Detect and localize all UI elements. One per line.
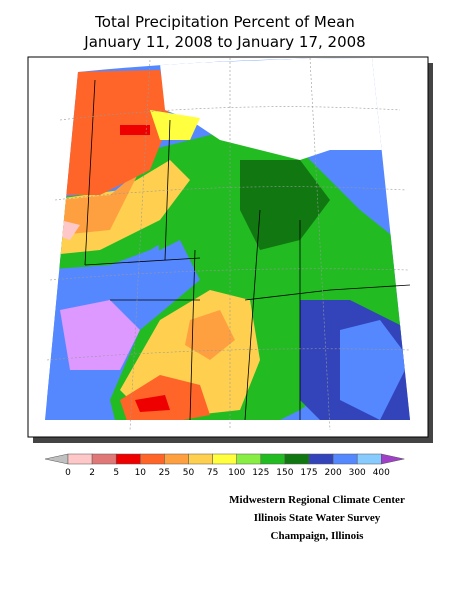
- credit-line: Midwestern Regional Climate Center: [229, 494, 405, 506]
- legend-label: 300: [349, 468, 366, 478]
- graticule: [46, 57, 411, 431]
- credit-line: Champaign, Illinois: [271, 530, 365, 542]
- legend-swatch: [188, 453, 213, 465]
- title-line: Total Precipitation Percent of Mean: [94, 13, 355, 31]
- legend-label: 175: [300, 468, 317, 478]
- legend-label: 75: [207, 468, 218, 478]
- legend-swatch: [140, 453, 165, 465]
- title-line: January 11, 2008 to January 17, 2008: [83, 33, 365, 51]
- credit-line: Illinois State Water Survey: [254, 512, 381, 524]
- legend-swatch: [284, 453, 310, 465]
- precip-field: [45, 58, 410, 420]
- legend-swatch: [91, 453, 117, 465]
- legend-label: 25: [159, 468, 170, 478]
- legend-swatch: [164, 453, 189, 465]
- legend-label: 200: [325, 468, 342, 478]
- legend-swatch: [308, 453, 334, 465]
- legend-label: 2: [89, 468, 95, 478]
- legend-swatch: [356, 453, 382, 465]
- legend-swatch: [260, 453, 286, 465]
- legend-label: 125: [252, 468, 269, 478]
- legend-label: 50: [183, 468, 195, 478]
- legend-swatch: [212, 453, 237, 465]
- legend-arrow: [44, 453, 69, 465]
- legend-swatch: [67, 453, 93, 465]
- legend-swatch: [332, 453, 358, 465]
- legend-label: 10: [135, 468, 147, 478]
- legend-label: 5: [113, 468, 119, 478]
- legend-swatch: [115, 453, 141, 465]
- legend-swatch: [236, 453, 262, 465]
- legend-label: 400: [373, 468, 390, 478]
- legend-label: 0: [65, 468, 71, 478]
- legend-arrow: [381, 453, 405, 465]
- legend: 0 2 5 10 25 50 75 100 125 150 175 200 300 400: [44, 453, 405, 478]
- legend-label: 150: [276, 468, 293, 478]
- legend-label: 100: [228, 468, 245, 478]
